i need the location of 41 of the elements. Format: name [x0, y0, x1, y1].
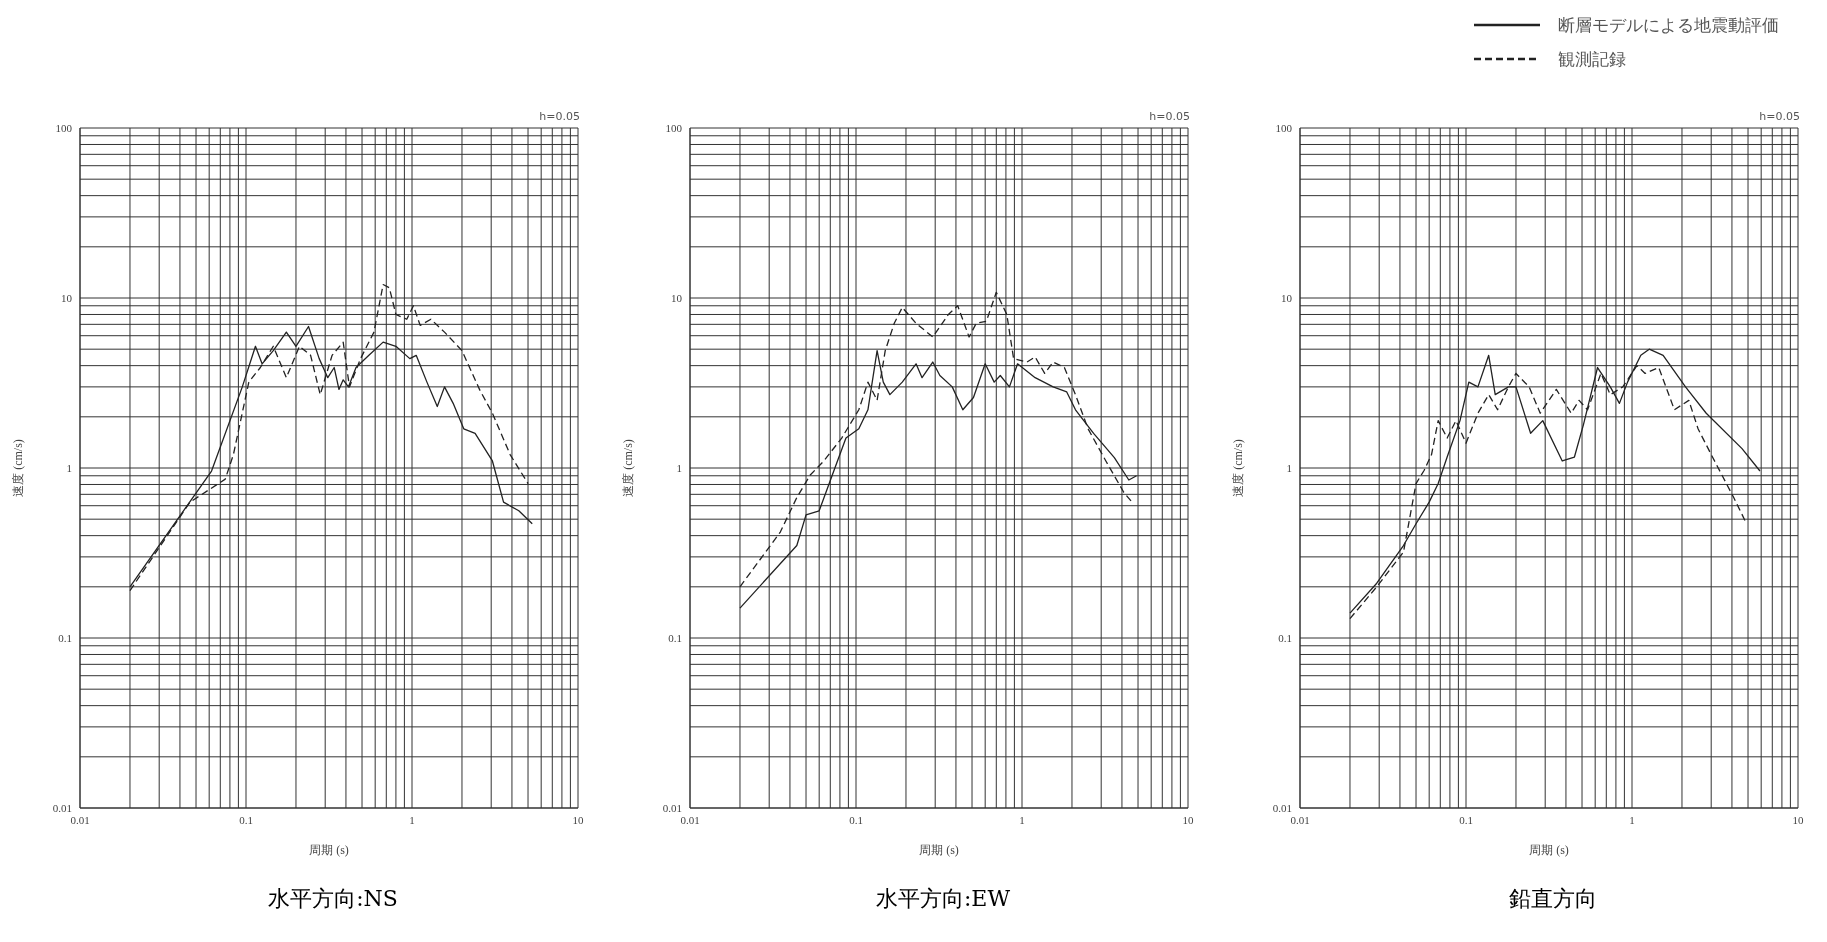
legend-label: 断層モデルによる地震動評価: [1558, 13, 1779, 37]
y-tick-label: 100: [55, 121, 73, 134]
y-tick-label: 0.1: [1278, 631, 1292, 644]
y-tick-label: 1: [1286, 461, 1292, 474]
text: h=0.05: [1149, 110, 1190, 123]
x-tick-label: 1: [1019, 813, 1025, 826]
x-tick-label: 0.1: [1459, 813, 1473, 826]
y-tick-label: 1: [676, 461, 682, 474]
text: 鉛直方向: [1508, 885, 1598, 913]
legend-label: 観測記録: [1558, 47, 1626, 71]
y-tick-label: 1: [66, 461, 72, 474]
x-tick-label: 0.1: [239, 813, 253, 826]
x-tick-label: 1: [1629, 813, 1635, 826]
text: 水平方向:NS: [267, 885, 399, 913]
y-axis-title: 速度 (cm/s): [11, 439, 26, 497]
x-axis-title: 周期 (s): [309, 843, 349, 857]
y-tick-label: 0.01: [662, 801, 682, 814]
x-tick-label: 0.01: [70, 813, 90, 826]
y-tick-label: 0.1: [668, 631, 682, 644]
y-tick-label: 10: [671, 291, 683, 304]
text: h=0.05: [1759, 110, 1800, 123]
x-axis-title: 周期 (s): [919, 843, 959, 857]
y-tick-label: 0.01: [1272, 801, 1292, 814]
x-tick-label: 10: [572, 813, 584, 826]
text: 水平方向:EW: [874, 885, 1012, 913]
x-tick-label: 0.01: [680, 813, 700, 826]
text: h=0.05: [539, 110, 580, 123]
x-tick-label: 0.1: [849, 813, 863, 826]
x-tick-label: 1: [409, 813, 415, 826]
y-tick-label: 0.01: [52, 801, 72, 814]
y-tick-label: 0.1: [58, 631, 72, 644]
x-tick-label: 10: [1182, 813, 1194, 826]
x-tick-label: 0.01: [1290, 813, 1310, 826]
y-tick-label: 100: [1275, 121, 1293, 134]
x-tick-label: 10: [1792, 813, 1804, 826]
y-tick-label: 10: [61, 291, 73, 304]
y-axis-title: 速度 (cm/s): [1231, 439, 1246, 497]
y-axis-title: 速度 (cm/s): [621, 439, 636, 497]
x-axis-title: 周期 (s): [1529, 843, 1569, 857]
y-tick-label: 100: [665, 121, 683, 134]
y-tick-label: 10: [1281, 291, 1293, 304]
